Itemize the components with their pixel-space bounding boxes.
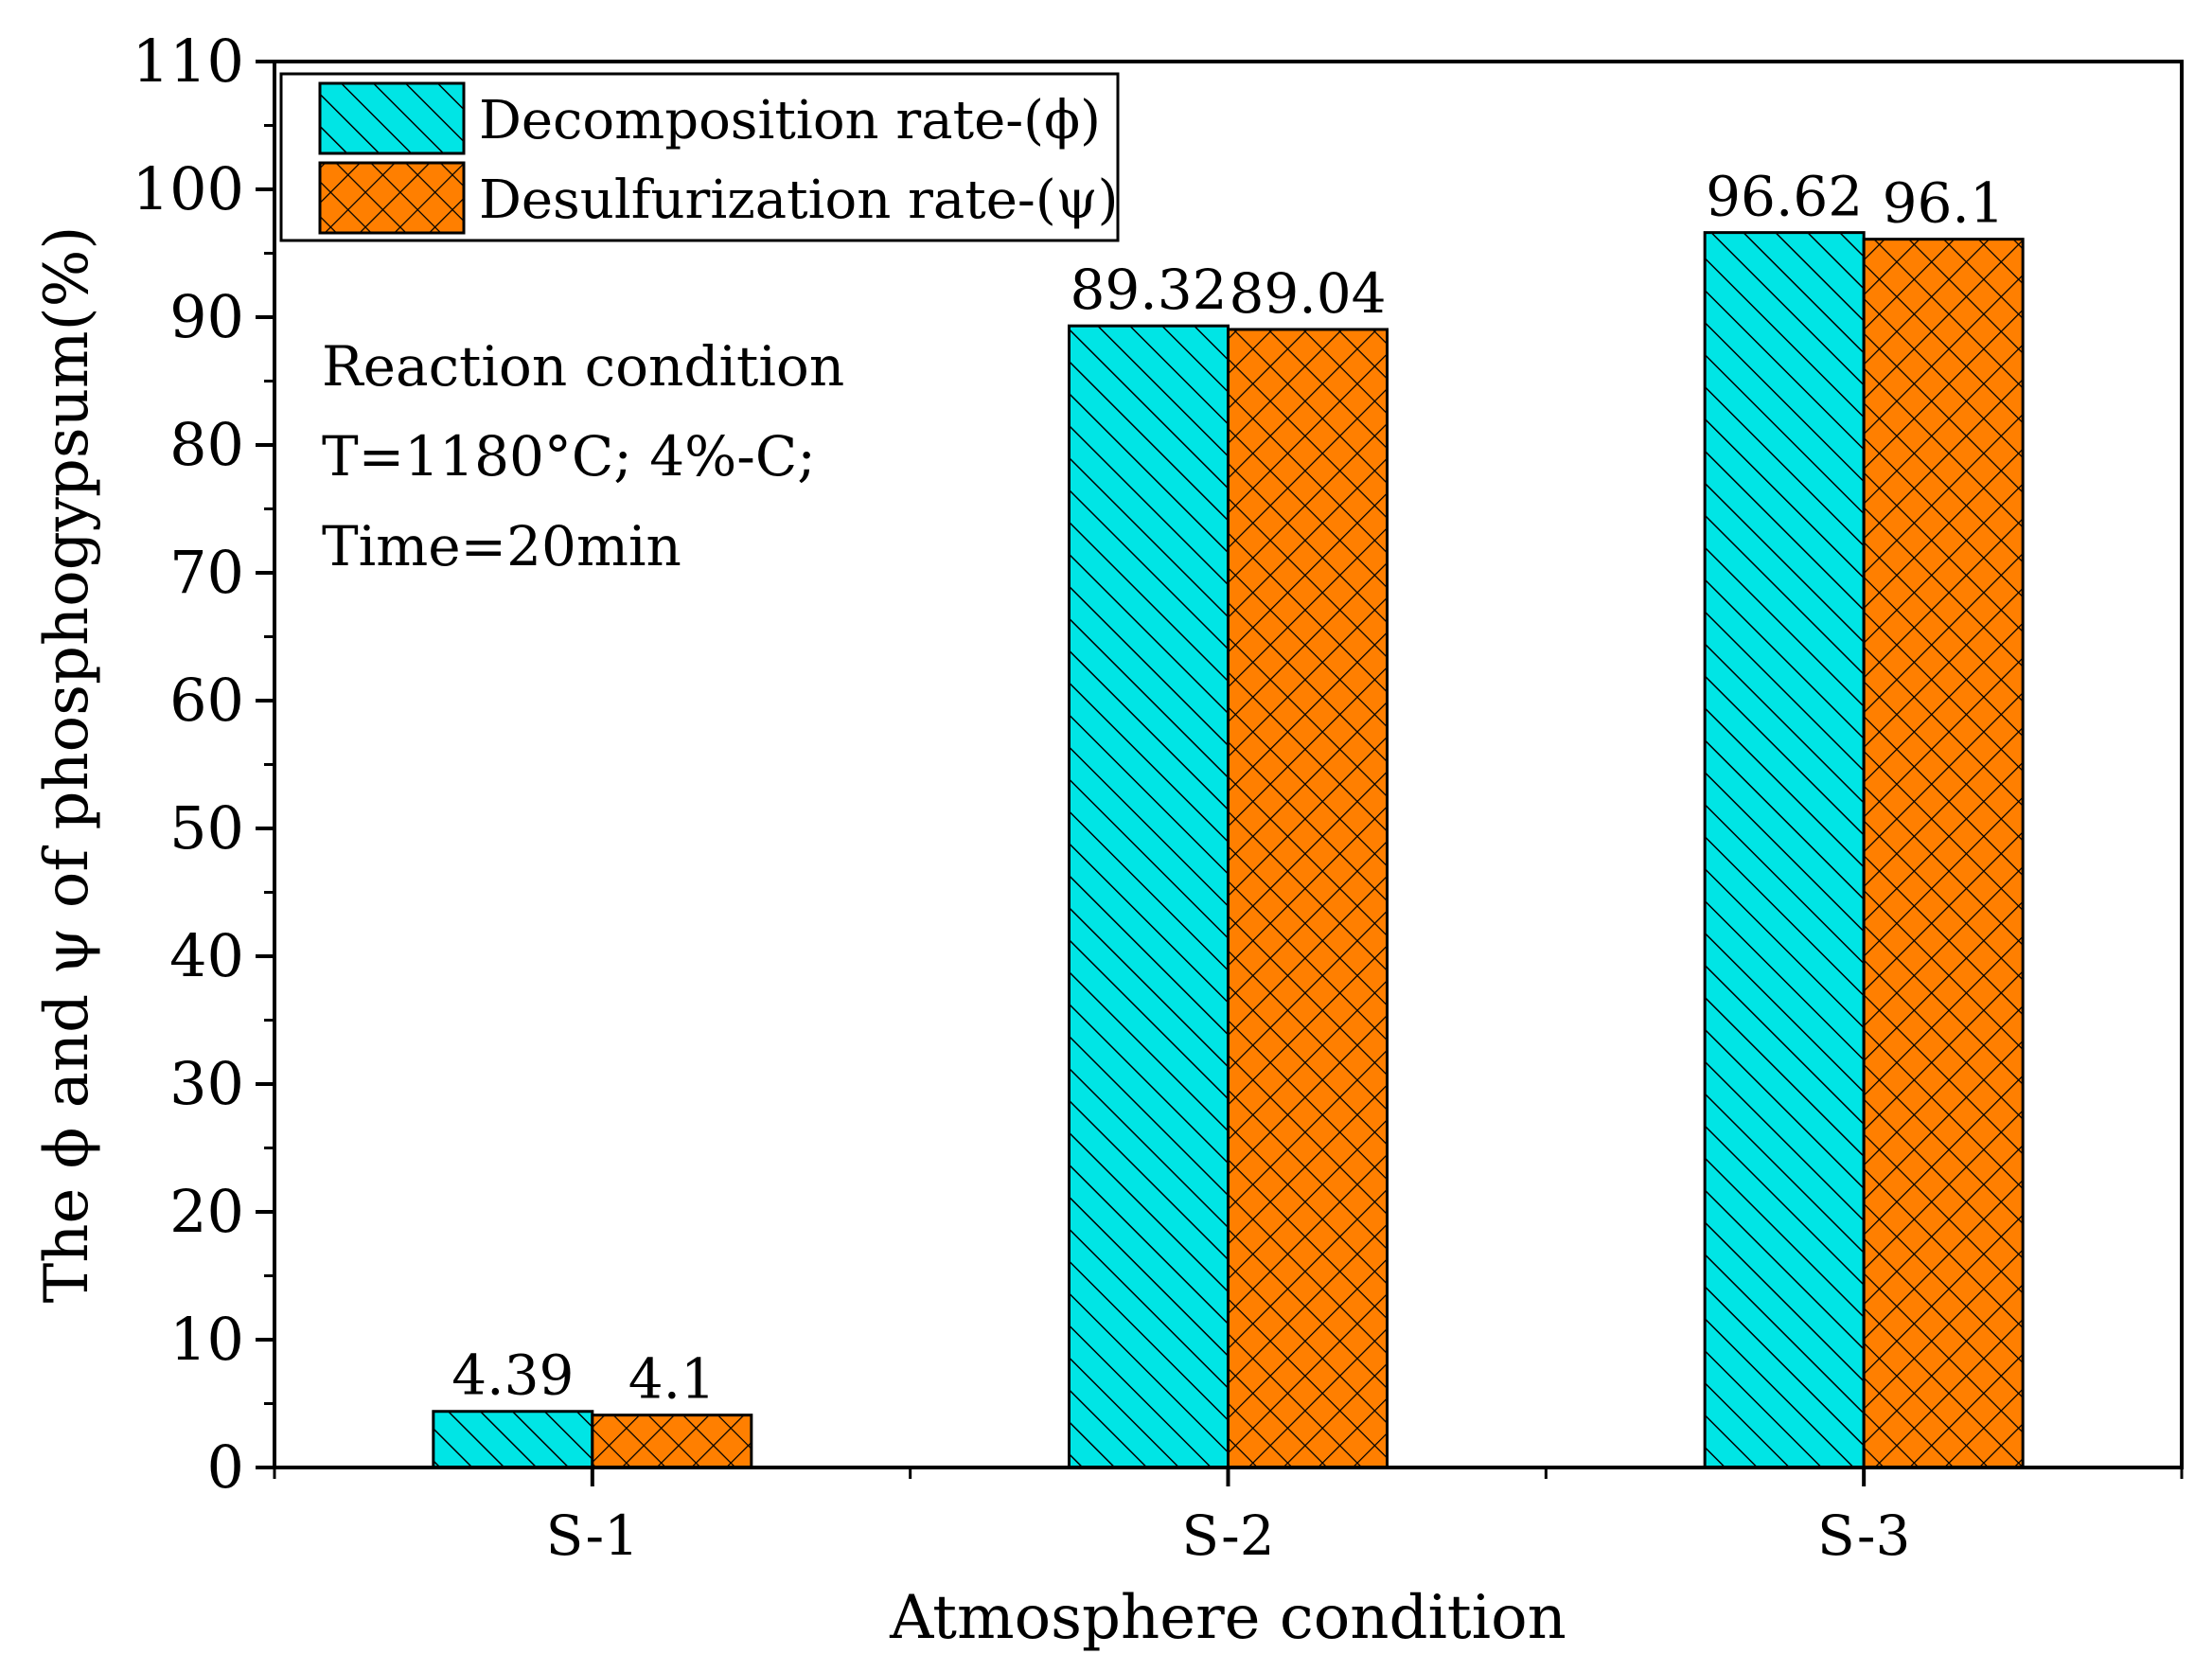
y-tick-label: 70 (169, 538, 244, 607)
y-axis-title: The ϕ and ψ of phosphogypsum(%) (32, 226, 102, 1304)
bar-s-3-series-1 (1703, 231, 1866, 1469)
bar-s-2-series-2 (1227, 328, 1389, 1469)
reaction-condition-annotation: Reaction condition T=1180°C; 4%-C; Time=… (322, 334, 844, 578)
y-tick-label: 30 (169, 1049, 244, 1118)
y-tick-label: 80 (169, 410, 244, 479)
bars-layer (432, 231, 2025, 1469)
x-axis-title: Atmosphere condition (889, 1583, 1566, 1653)
bar-s-3-series-2 (1862, 238, 2025, 1469)
y-tick-label: 20 (169, 1177, 244, 1246)
x-tick-label: S-3 (1817, 1503, 1910, 1568)
data-label: 96.1 (1883, 171, 2005, 236)
legend: Decomposition rate-(ϕ) Desulfurization r… (279, 72, 1120, 242)
x-axis: S-1 S-2 S-3 (273, 1467, 2184, 1568)
data-label: 89.32 (1070, 258, 1227, 322)
bar-s-1-series-1 (432, 1410, 594, 1469)
legend-swatch-decomposition (318, 81, 466, 155)
y-tick-label: 40 (169, 921, 244, 990)
y-tick-label: 60 (169, 666, 244, 735)
data-label: 4.39 (451, 1343, 574, 1408)
annotation-line: Reaction condition (322, 334, 844, 399)
x-tick-label: S-1 (546, 1503, 639, 1568)
y-tick-label: 100 (133, 154, 244, 223)
y-axis: 0 10 20 30 40 50 60 70 80 90 100 110 (133, 27, 274, 1502)
legend-swatch-desulfurization (318, 161, 466, 235)
y-tick-label: 10 (169, 1305, 244, 1374)
annotation-line: Time=20min (322, 514, 681, 578)
x-tick-label: S-2 (1181, 1503, 1274, 1568)
data-label: 4.1 (628, 1347, 716, 1412)
y-tick-label: 0 (207, 1432, 244, 1502)
data-label: 89.04 (1229, 261, 1386, 326)
legend-label-desulfurization: Desulfurization rate-(ψ) (479, 169, 1118, 231)
legend-label-decomposition: Decomposition rate-(ϕ) (479, 90, 1101, 151)
data-label: 96.62 (1706, 165, 1863, 229)
annotation-line: T=1180°C; 4%-C; (322, 424, 816, 489)
bar-s-1-series-2 (591, 1414, 753, 1469)
y-tick-label: 110 (133, 27, 244, 96)
y-tick-label: 90 (169, 282, 244, 351)
data-labels-layer: 4.39 4.1 89.32 89.04 96.62 96.1 (451, 165, 2004, 1412)
y-tick-label: 50 (169, 793, 244, 863)
bar-s-2-series-1 (1068, 324, 1230, 1469)
